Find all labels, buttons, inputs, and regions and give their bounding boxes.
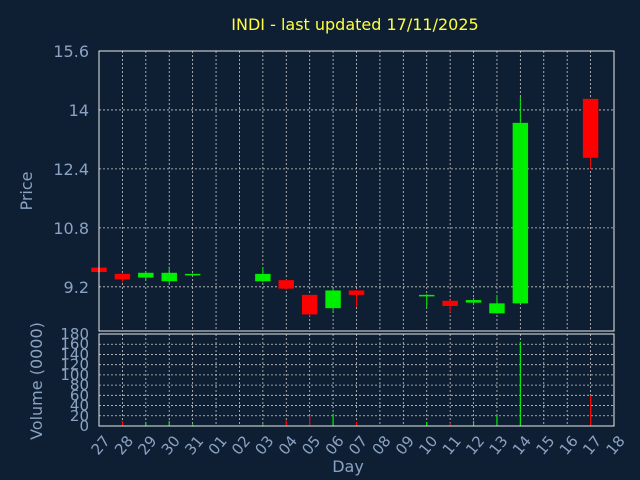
price-y-tick-label: 12.4 (53, 160, 89, 179)
candle-body (419, 294, 435, 297)
candle-17 (582, 98, 599, 169)
candle-06 (325, 288, 341, 311)
x-tick-label: 29 (134, 432, 160, 458)
volume-y-tick-label: 20 (70, 407, 89, 425)
candles (91, 97, 599, 317)
volume-bar-06 (332, 413, 334, 426)
x-tick-label: 28 (111, 432, 137, 458)
x-tick-label: 31 (181, 432, 207, 458)
x-tick-label: 05 (298, 432, 324, 458)
volume-y-tick-label: 40 (70, 397, 89, 415)
x-tick-label: 15 (532, 432, 558, 458)
candle-body (348, 290, 365, 295)
volume-bar-31 (192, 424, 194, 426)
candle-30 (161, 266, 177, 284)
candle-04 (278, 279, 294, 290)
candle-body (512, 122, 529, 304)
volume-bar-28 (121, 420, 124, 426)
x-tick-label: 04 (275, 432, 301, 458)
x-tick-label: 16 (556, 432, 582, 458)
candle-14 (512, 97, 529, 304)
price-y-ticks: 9.2 10.8 12.4 14 15.6 (53, 42, 89, 297)
volume-bar-11 (449, 422, 451, 426)
volume-bar-17 (589, 395, 592, 426)
chart-title: INDI - last updated 17/11/2025 (231, 15, 478, 34)
candle-28 (114, 272, 131, 283)
candle-body (582, 98, 599, 158)
candle-body (278, 280, 294, 289)
x-tick-label: 06 (322, 432, 348, 458)
candle-body (138, 272, 154, 278)
volume-bar-13 (496, 414, 498, 426)
candle-12 (465, 297, 482, 306)
candle-13 (489, 294, 505, 314)
candle-31 (184, 273, 201, 276)
candle-body (184, 273, 201, 276)
candle-body (255, 273, 271, 282)
x-tick-label: 09 (392, 432, 418, 458)
volume-plot-frame (98, 333, 615, 427)
volume-grid (98, 333, 615, 427)
volume-bar-10 (426, 421, 428, 426)
x-tick-label: 03 (251, 432, 277, 458)
candle-body (161, 272, 177, 282)
price-axis-label: Price (17, 171, 36, 210)
volume-y-tick-label: 60 (70, 386, 89, 404)
x-tick-label: 17 (579, 432, 605, 458)
x-tick-label: 07 (345, 432, 371, 458)
x-tick-label: 14 (509, 432, 535, 458)
price-grid (98, 50, 615, 331)
candle-05 (301, 294, 318, 317)
candle-11 (442, 300, 458, 313)
price-y-tick-label: 9.2 (64, 278, 89, 297)
volume-bar-04 (285, 420, 287, 426)
price-y-tick-label: 15.6 (53, 42, 89, 61)
volume-axis-label: Volume (0000) (27, 322, 46, 440)
volume-bar-14 (519, 341, 521, 426)
volume-y-tick-label: 0 (79, 417, 89, 435)
candle-07 (348, 289, 365, 307)
x-tick-label: 13 (486, 432, 512, 458)
x-tick-label: 27 (88, 432, 114, 458)
candle-03 (255, 267, 271, 283)
volume-bar-07 (355, 421, 358, 426)
candle-body (489, 303, 505, 314)
x-axis-label: Day (332, 457, 364, 476)
candle-10 (419, 294, 435, 309)
candle-body (301, 294, 318, 315)
price-y-tick-label: 14 (69, 101, 89, 120)
volume-y-tick-label: 160 (60, 335, 89, 353)
x-tick-label: 02 (228, 432, 254, 458)
volume-y-tick-label: 140 (60, 345, 89, 363)
volume-bars (98, 341, 592, 426)
x-tick-label: 08 (368, 432, 394, 458)
volume-bar-30 (168, 420, 170, 426)
x-ticks: 2728293031010203040506070809101112131415… (88, 432, 629, 458)
volume-bar-12 (472, 420, 475, 426)
candle-body (465, 300, 482, 303)
volume-y-tick-label: 100 (60, 366, 89, 384)
volume-y-tick-label: 120 (60, 356, 89, 374)
volume-y-tick-label: 80 (70, 376, 89, 394)
candle-body (114, 273, 131, 280)
price-y-tick-label: 10.8 (53, 219, 89, 238)
volume-y-tick-label: 180 (60, 325, 89, 343)
volume-bar-03 (262, 424, 264, 426)
price-plot-frame (98, 50, 615, 332)
x-tick-label: 10 (415, 432, 441, 458)
candle-body (325, 290, 341, 309)
x-tick-label: 01 (205, 432, 231, 458)
volume-bar-29 (145, 422, 147, 426)
x-tick-label: 11 (439, 432, 465, 458)
volume-bar-05 (309, 415, 311, 426)
candle-29 (138, 271, 154, 280)
x-tick-label: 18 (603, 432, 629, 458)
x-tick-label: 12 (462, 432, 488, 458)
x-tick-label: 30 (158, 432, 184, 458)
candle-body (442, 300, 458, 306)
